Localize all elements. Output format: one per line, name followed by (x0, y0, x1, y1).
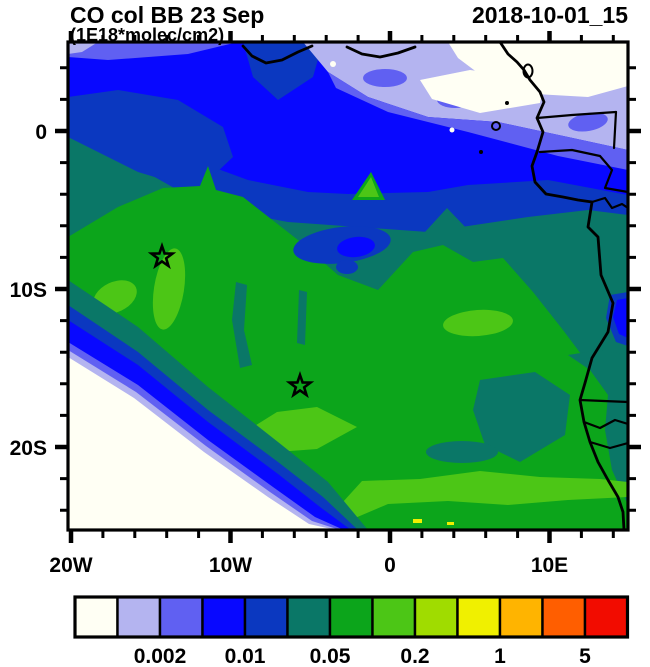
contour-stripe-violet (328, 72, 628, 170)
y-tick-label-10s: 10S (10, 279, 47, 302)
island-principe (505, 101, 509, 105)
x-axis-labels: 20W 10W 0 10E (49, 554, 568, 577)
x-axis-ticks-top (68, 31, 615, 42)
island-bioko (522, 63, 534, 79)
colorbar-cell (328, 595, 374, 639)
country-border-7 (588, 440, 628, 450)
colorbar-cell (116, 595, 162, 639)
map-frame (66, 40, 630, 532)
colorbar-label-1: 1 (494, 645, 506, 667)
colorbar: 0.002 0.01 0.05 0.2 1 5 (73, 595, 630, 667)
colorbar-cell (201, 595, 247, 639)
sw-region-white (68, 357, 336, 530)
contour-teal-bump (425, 208, 470, 232)
y-axis-labels: 0 10S 20S (10, 121, 47, 460)
island-sao-tome (491, 121, 501, 131)
colorbar-labels: 0.002 0.01 0.05 0.2 1 5 (134, 645, 591, 667)
map-area (68, 42, 628, 530)
contour-tongue-darkblue-top (243, 42, 323, 100)
contour-yellow-spec-1 (413, 519, 422, 523)
contour-brightgreen-patch-3 (443, 309, 513, 337)
contour-teal-patch-se2 (426, 441, 498, 463)
coastline-gulf-of-guinea-1 (241, 44, 314, 65)
colorbar-label-001: 0.01 (225, 645, 266, 667)
colorbar-cell (243, 595, 289, 639)
country-border-2 (612, 110, 618, 150)
contour-violet-patch-1 (363, 69, 407, 87)
country-border-5 (578, 398, 628, 404)
x-axis-ticks-bottom (68, 530, 615, 543)
contour-teal-streak-1 (232, 282, 252, 368)
contour-blue-edge-blob (613, 298, 628, 338)
country-border-4 (590, 196, 628, 210)
y-tick-label-20s: 20S (10, 437, 47, 460)
country-border-1 (535, 110, 618, 120)
colorbar-cells (73, 595, 629, 639)
colorbar-cell (158, 595, 204, 639)
x-tick-label-20w: 20W (49, 554, 92, 577)
contour-teal-coastal-strip (568, 350, 628, 505)
contour-brightgreen-wedge (358, 177, 379, 197)
contour-white-patch-ne (448, 42, 628, 97)
contour-strip-violet-topleft (68, 42, 238, 60)
units-subtitle: (1E18*molec/cm2) (70, 25, 224, 45)
coastline-gulf-of-guinea-2 (345, 45, 417, 59)
colorbar-cell (541, 595, 587, 639)
country-border-6 (582, 418, 628, 430)
contour-white-dot-2 (449, 127, 455, 133)
colorbar-cell (456, 595, 502, 639)
contour-white-dot-1 (330, 61, 336, 67)
colorbar-label-0002: 0.002 (134, 645, 187, 667)
colorbar-cell (498, 595, 544, 639)
contour-teal-streak-2 (297, 290, 307, 345)
contour-blue-core (337, 236, 375, 258)
colorbar-cell (286, 595, 332, 639)
contour-darkblue-tail (336, 260, 358, 274)
contour-brightgreen-patch-2 (152, 248, 186, 330)
contour-violet-patch-3 (568, 112, 608, 132)
contour-teal-patch-se1 (473, 372, 570, 462)
y-axis-ticks-left (55, 66, 68, 512)
country-border-3 (538, 148, 628, 194)
colorbar-label-5: 5 (579, 645, 591, 667)
colorbar-outline (73, 595, 630, 639)
x-tick-label-10w: 10W (209, 554, 252, 577)
contour-yellow-spec-2 (447, 522, 454, 525)
x-tick-label-10e: 10E (531, 554, 568, 577)
colorbar-label-005: 0.05 (310, 645, 351, 667)
y-tick-label-0: 0 (35, 121, 47, 144)
colorbar-cell (371, 595, 417, 639)
island-annobon (479, 150, 483, 154)
page-title: CO col BB 23 Sep (70, 2, 264, 28)
colorbar-cell (583, 595, 629, 639)
timestamp-title: 2018-10-01_15 (472, 2, 628, 28)
contour-blob-darkblue-west (68, 90, 233, 190)
contour-white-patch-n (420, 70, 545, 113)
contour-corner-lavender-topleft (68, 42, 98, 54)
colorbar-label-02: 0.2 (400, 645, 429, 667)
y-axis-ticks-right (628, 66, 641, 512)
x-tick-label-0: 0 (384, 554, 396, 577)
colorbar-cell (413, 595, 459, 639)
contour-brightgreen-bottom-band (332, 471, 628, 521)
colorbar-cell (73, 595, 119, 639)
